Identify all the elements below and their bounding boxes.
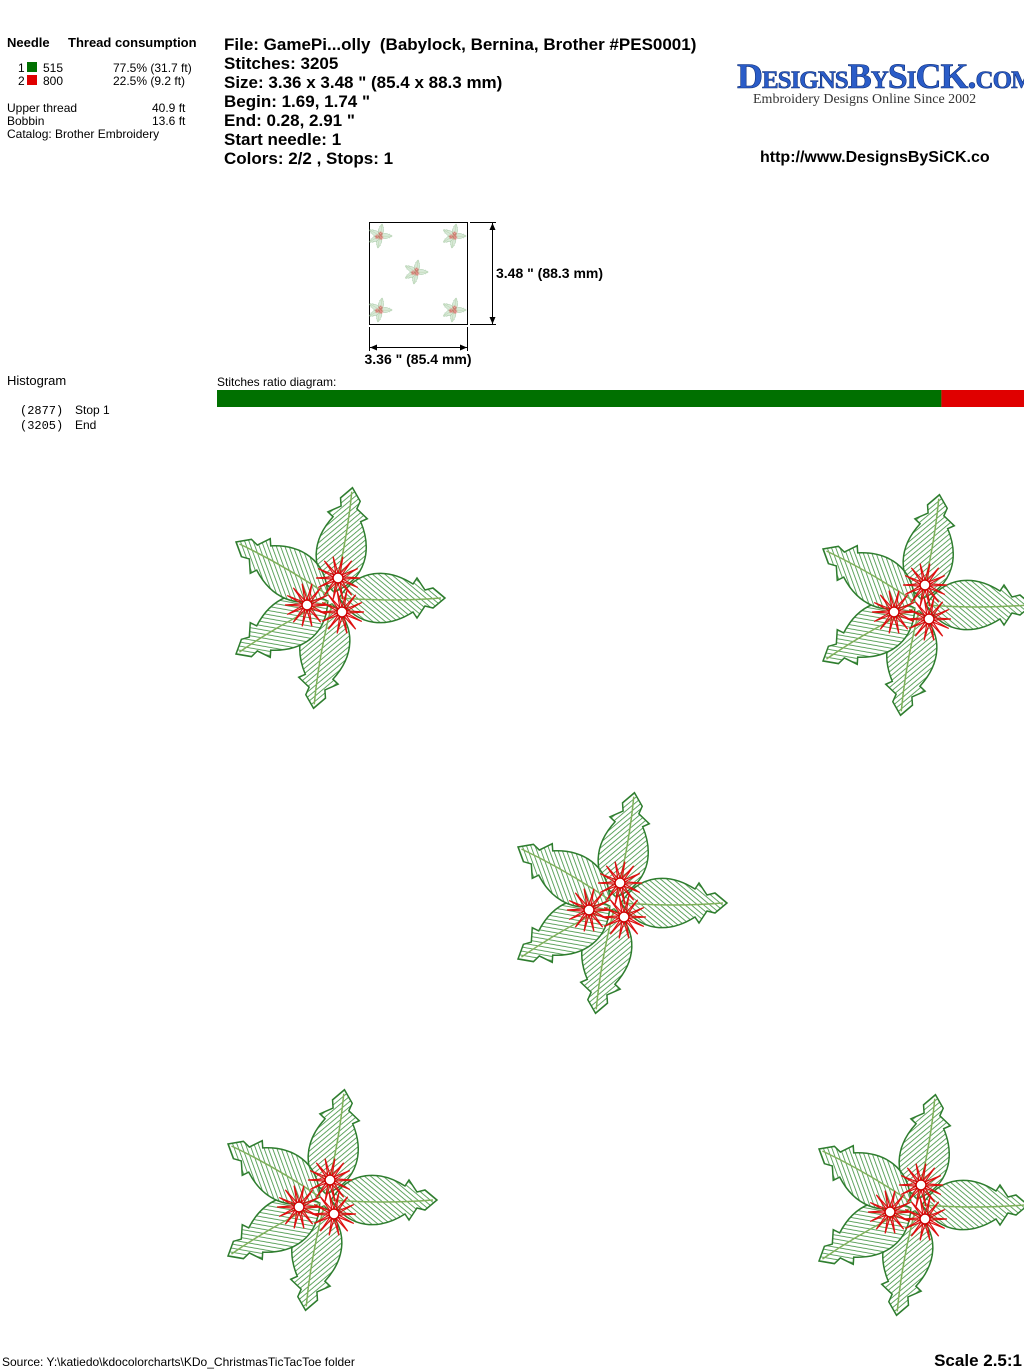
histogram-title: Histogram: [7, 373, 66, 388]
thread-consumption: 77.5% (31.7 ft): [113, 61, 192, 75]
total-value: 40.9 ft: [152, 101, 186, 115]
thumbnail: 3.48 " (88.3 mm) 3.36 " (85.4 mm): [364, 222, 603, 367]
url: http://www.DesignsBySiCK.co: [760, 149, 990, 166]
color-swatch: [27, 75, 37, 85]
file-info-line: Start needle: 1: [224, 130, 341, 149]
total-value: 13.6 ft: [152, 114, 186, 128]
ratio-segment: [217, 390, 942, 407]
file-info-line: Size: 3.36 x 3.48 " (85.4 x 88.3 mm): [224, 73, 502, 92]
thread-rows: 1 515 77.5% (31.7 ft) 2 800 22.5% (9.2 ft): [18, 61, 192, 88]
thread-code: 515: [43, 61, 63, 75]
header-consumption: Thread consumption: [68, 35, 197, 50]
ratio-bar: [217, 390, 1024, 407]
stop-count: (3205): [20, 419, 63, 433]
color-swatch: [27, 62, 37, 72]
design-preview: [216, 483, 1024, 1319]
footer-scale: Scale 2.5:1: [934, 1351, 1022, 1370]
file-info-line: Begin: 1.69, 1.74 ": [224, 92, 370, 111]
totals: Upper thread 40.9 ft Bobbin 13.6 ft: [7, 101, 186, 128]
footer-source: Source: Y:\katiedo\kdocolorcharts\KDo_Ch…: [2, 1355, 355, 1369]
height-label: 3.48 " (88.3 mm): [496, 265, 603, 281]
logo-tagline: Embroidery Designs Online Since 2002: [753, 92, 976, 107]
thread-consumption: 22.5% (9.2 ft): [113, 74, 185, 88]
catalog: Catalog: Brother Embroidery: [7, 127, 159, 141]
file-info-line: Stitches: 3205: [224, 54, 338, 73]
thread-code: 800: [43, 74, 63, 88]
stop-label: Stop 1: [75, 403, 110, 417]
logo-title: DesignsBySiCK.com: [737, 56, 1024, 96]
total-label: Upper thread: [7, 101, 77, 115]
stop-count: (2877): [20, 404, 63, 418]
file-info-line: File: GamePi...olly (Babylock, Bernina, …: [224, 35, 696, 54]
file-info: File: GamePi...olly (Babylock, Bernina, …: [224, 35, 696, 168]
needle-number: 2: [18, 74, 25, 88]
file-info-line: End: 0.28, 2.91 ": [224, 111, 355, 130]
ratio-title: Stitches ratio diagram:: [217, 375, 336, 389]
header-needle: Needle: [7, 35, 50, 50]
file-info-line: Colors: 2/2 , Stops: 1: [224, 149, 393, 168]
width-label: 3.36 " (85.4 mm): [364, 351, 471, 367]
stop-label: End: [75, 418, 96, 432]
stops: (2877) Stop 1 (3205) End: [20, 403, 110, 433]
ratio-segment: [941, 390, 1024, 407]
total-label: Bobbin: [7, 114, 44, 128]
needle-number: 1: [18, 61, 25, 75]
